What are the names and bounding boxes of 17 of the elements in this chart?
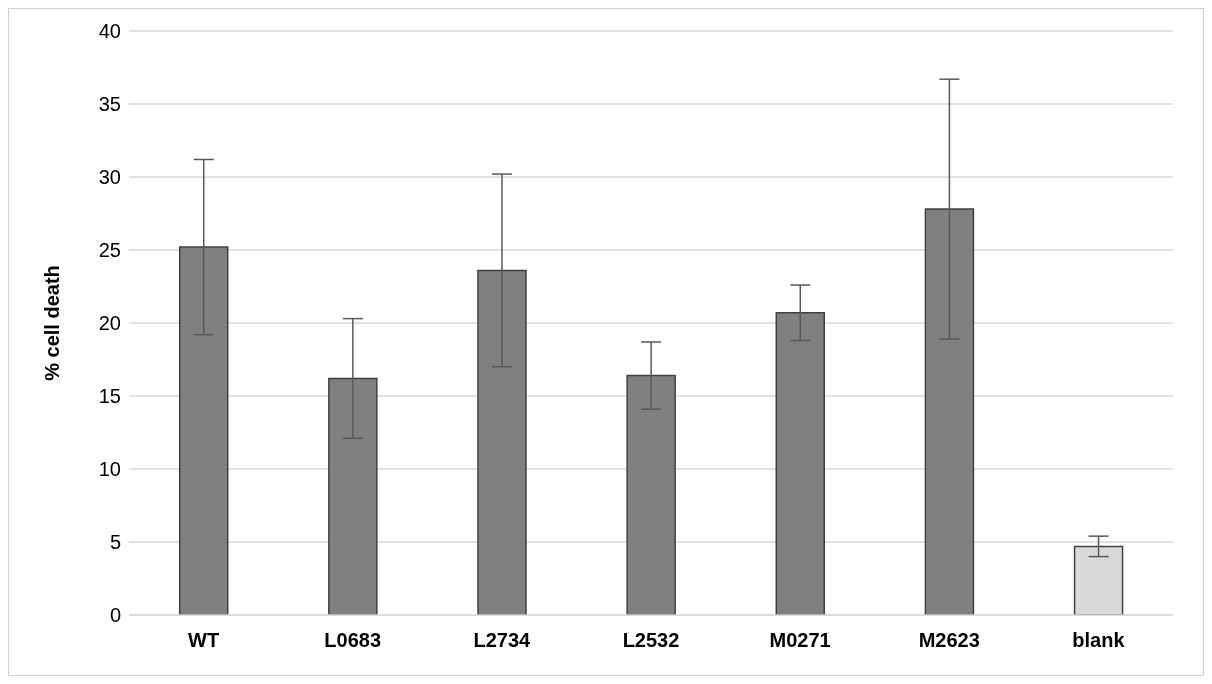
x-tick-label: L0683: [324, 629, 382, 652]
x-tick-label: WT: [188, 629, 220, 652]
y-tick-label: 20: [98, 312, 121, 335]
x-tick-label: M0271: [769, 629, 831, 652]
y-axis-title: % cell death: [41, 265, 64, 381]
x-tick-label: L2734: [473, 629, 532, 652]
y-tick-label: 10: [98, 458, 121, 481]
y-tick-label: 25: [98, 239, 121, 262]
y-tick-label: 35: [98, 93, 121, 116]
x-tick-label: M2623: [918, 629, 980, 652]
y-tick-label: 15: [98, 385, 121, 408]
x-tick-label: L2532: [622, 629, 680, 652]
y-tick-label: 0: [109, 604, 121, 627]
x-tick-label: blank: [1072, 629, 1126, 652]
y-tick-label: 40: [98, 20, 121, 43]
y-tick-label: 30: [98, 166, 121, 189]
y-tick-label: 5: [109, 531, 121, 554]
